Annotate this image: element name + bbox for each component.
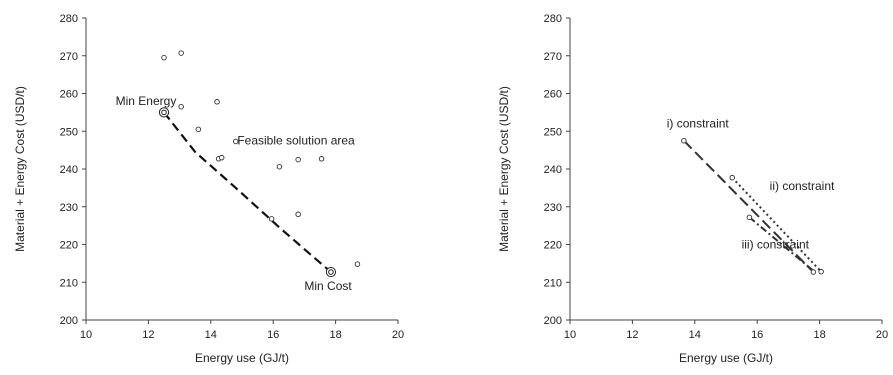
x-tick-label: 16 — [751, 329, 763, 341]
y-tick-label: 280 — [60, 13, 78, 25]
x-tick-label: 10 — [564, 329, 576, 341]
x-axis-title: Energy use (GJ/t) — [679, 351, 773, 365]
y-tick-label: 200 — [60, 315, 78, 327]
x-tick-label: 10 — [80, 329, 92, 341]
data-point — [268, 216, 275, 222]
y-tick-label: 200 — [544, 315, 562, 327]
y-axis-title: Material + Energy Cost (USD/t) — [13, 86, 27, 252]
x-tick-label: 20 — [392, 329, 404, 341]
y-tick-label: 260 — [544, 89, 562, 101]
constraint-line-1 — [683, 139, 815, 273]
constraint-line-3 — [748, 216, 816, 273]
constraint-line-2 — [731, 177, 822, 273]
annotation-label: ii) constraint — [770, 179, 835, 193]
x-tick-label: 14 — [689, 329, 701, 341]
chart-panel-2: 200 210 220 230 240 250 260 270 280 10 12 14 16 18 20 E… — [497, 13, 888, 365]
y-tick-label: 270 — [60, 51, 78, 63]
y-tick-label: 260 — [60, 89, 78, 101]
data-point — [161, 54, 167, 61]
data-point — [818, 268, 824, 275]
y-tick-label: 240 — [544, 164, 562, 176]
annotation-label: Min Cost — [304, 279, 352, 293]
data-point — [746, 214, 753, 221]
data-point — [295, 211, 301, 218]
y-tick-label: 220 — [60, 240, 78, 252]
highlight-point-inner — [328, 269, 334, 275]
x-tick-label: 18 — [813, 329, 825, 341]
data-point — [178, 50, 184, 56]
y-tick-label: 240 — [60, 164, 78, 176]
y-tick-label: 250 — [60, 126, 78, 138]
y-axis-title: Material + Energy Cost (USD/t) — [497, 86, 511, 252]
x-tick-label: 18 — [329, 329, 341, 341]
highlight-point-inner — [161, 109, 167, 116]
data-point — [233, 138, 239, 145]
data-point — [681, 137, 687, 144]
y-tick-label: 230 — [60, 202, 78, 214]
data-point — [810, 269, 817, 275]
x-tick-label: 20 — [876, 329, 888, 341]
data-point — [354, 261, 361, 267]
x-tick-label: 16 — [267, 329, 279, 341]
data-point — [214, 99, 220, 105]
annotation-label: Min Energy — [116, 94, 177, 108]
y-tick-label: 210 — [544, 277, 562, 289]
x-tick-label: 12 — [142, 329, 154, 341]
y-tick-label: 230 — [544, 202, 562, 214]
data-point — [276, 163, 283, 170]
x-axis-title: Energy use (GJ/t) — [195, 351, 289, 365]
y-tick-label: 280 — [544, 13, 562, 25]
x-tick-label: 12 — [626, 329, 638, 341]
x-tick-label: 14 — [205, 329, 217, 341]
data-point — [295, 156, 301, 163]
data-point — [178, 103, 184, 110]
data-point — [218, 154, 225, 161]
data-point — [318, 156, 325, 162]
data-point — [195, 126, 202, 133]
annotation-label: i) constraint — [667, 116, 730, 130]
y-tick-label: 250 — [544, 126, 562, 138]
annotation-label: iii) constraint — [742, 237, 810, 251]
data-point — [729, 174, 735, 181]
y-tick-label: 220 — [544, 240, 562, 252]
y-tick-label: 210 — [60, 277, 78, 289]
annotation-label: Feasible solution area — [237, 133, 355, 147]
pareto-frontier-line — [163, 111, 332, 273]
y-tick-label: 270 — [544, 51, 562, 63]
chart-panel-1: 200 210 220 230 240 250 260 270 280 10 12 14 16 18 20 E… — [13, 13, 404, 365]
